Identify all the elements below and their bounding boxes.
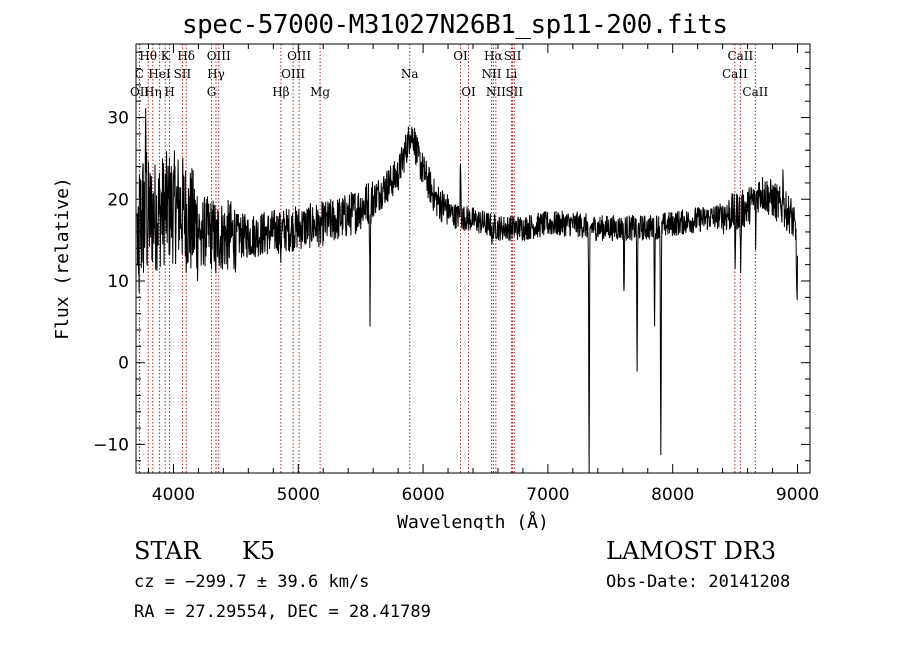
line-marker-label: Hγ	[207, 67, 225, 81]
line-marker-label: Na	[401, 67, 419, 81]
line-marker-label: SII	[505, 85, 523, 99]
x-axis-label: Wavelength (Å)	[397, 511, 549, 530]
line-marker-label: C	[135, 67, 144, 81]
spectrum-line	[136, 107, 798, 474]
x-tick-label: 7000	[526, 485, 569, 505]
line-marker-label: Hα	[484, 49, 503, 63]
plot-frame	[135, 43, 811, 474]
line-marker-label: OI	[453, 49, 468, 63]
line-marker-label: Li	[506, 67, 518, 81]
x-tick-label: 8000	[651, 485, 694, 505]
line-marker-label: Hθ	[139, 49, 157, 63]
chart-title: spec-57000-M31027N26B1_sp11-200.fits	[182, 10, 728, 40]
object-subclass: K5	[242, 537, 276, 565]
line-marker-label: NII	[486, 85, 506, 99]
line-marker-label: CaII	[742, 85, 768, 99]
line-marker-label: OI	[461, 85, 476, 99]
x-tick-label: 4000	[152, 485, 195, 505]
line-marker-label: HeI	[148, 67, 171, 81]
x-axis-ticks: 4000 5000 6000 7000 8000 9000	[147, 44, 819, 505]
y-tick-label: 20	[107, 190, 129, 210]
x-tick-label: 5000	[277, 485, 320, 505]
y-axis-label: Flux (relative)	[52, 177, 73, 340]
x-tick-label: 9000	[776, 485, 819, 505]
y-tick-label: −10	[93, 435, 129, 455]
line-marker-label: CaII	[727, 49, 753, 63]
line-marker-label: OII	[130, 85, 150, 99]
line-marker-label: OIII	[207, 49, 231, 63]
line-marker-label: OIII	[287, 49, 311, 63]
line-marker-label: SII	[504, 49, 522, 63]
line-marker-label: K	[161, 49, 171, 63]
y-axis-ticks: −10 0 10 20 30	[93, 51, 810, 462]
line-marker-label: Hη	[144, 85, 162, 99]
line-marker-label: OIII	[281, 67, 305, 81]
line-marker-label: Hβ	[272, 85, 289, 99]
line-marker-label: Mg	[310, 85, 330, 99]
y-tick-label: 0	[118, 354, 129, 374]
y-tick-label: 30	[107, 109, 129, 129]
redshift-velocity: cz = −299.7 ± 39.6 km/s	[134, 572, 370, 592]
y-tick-label: 10	[107, 272, 129, 292]
line-marker-label: H	[164, 85, 174, 99]
coordinates: RA = 27.29554, DEC = 28.41789	[134, 602, 431, 622]
line-marker-label: NII	[481, 67, 501, 81]
line-marker-label: SII	[174, 67, 192, 81]
line-marker-label: Hδ	[177, 49, 195, 63]
line-marker-label: CaII	[722, 67, 748, 81]
x-tick-label: 6000	[401, 485, 444, 505]
line-marker-label: G	[207, 85, 217, 99]
observation-date: Obs-Date: 20141208	[606, 572, 791, 592]
survey-name: LAMOST DR3	[606, 537, 777, 565]
object-class: STAR	[134, 537, 201, 565]
